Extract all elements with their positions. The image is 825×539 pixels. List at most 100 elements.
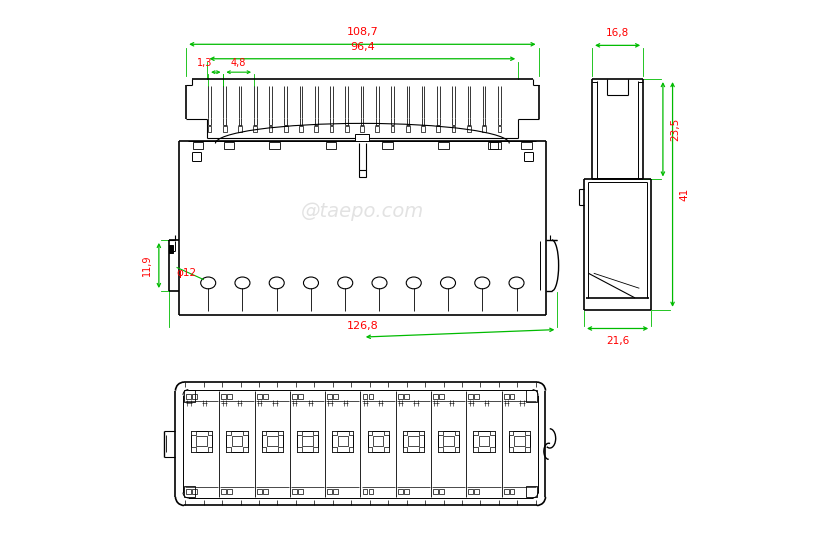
Text: 4,8: 4,8 [231, 58, 247, 68]
Text: φ12: φ12 [177, 268, 196, 279]
Bar [504, 489, 508, 494]
Bar [208, 431, 212, 435]
Bar [384, 431, 389, 435]
Bar [510, 489, 515, 494]
Text: 1,3: 1,3 [197, 58, 213, 68]
Bar [228, 394, 232, 399]
Bar [474, 431, 494, 452]
Bar [221, 489, 226, 494]
Bar [474, 394, 479, 399]
Bar [408, 436, 419, 446]
Bar [514, 436, 525, 446]
Bar [438, 431, 443, 435]
Bar [403, 489, 408, 494]
Bar [526, 486, 537, 497]
Bar [262, 431, 266, 435]
Bar [369, 394, 374, 399]
Bar [186, 394, 191, 399]
Bar [302, 436, 313, 446]
Bar [369, 489, 374, 494]
Bar [359, 170, 365, 177]
Bar [297, 447, 302, 452]
Bar [183, 486, 196, 497]
Bar [497, 126, 501, 132]
Bar [314, 431, 318, 435]
Bar [196, 436, 207, 446]
Bar [292, 394, 297, 399]
Bar [361, 126, 364, 132]
Bar [490, 431, 494, 435]
Bar [349, 447, 353, 452]
Bar [403, 431, 424, 452]
Bar [253, 126, 257, 132]
Text: 23,5: 23,5 [670, 118, 680, 141]
Bar [345, 126, 349, 132]
Bar [232, 436, 243, 446]
Bar [243, 447, 248, 452]
Bar [490, 447, 494, 452]
Text: 96,4: 96,4 [350, 43, 375, 52]
Bar [483, 126, 486, 132]
Bar [191, 447, 196, 452]
Bar [299, 126, 303, 132]
Bar [384, 447, 389, 452]
Bar [262, 394, 267, 399]
Bar [403, 431, 408, 435]
Bar [278, 431, 283, 435]
Bar [438, 447, 443, 452]
Bar [467, 126, 470, 132]
Bar [267, 436, 277, 446]
Text: 126,8: 126,8 [347, 321, 379, 330]
Bar [373, 436, 384, 446]
Bar [438, 142, 449, 149]
Bar [186, 489, 191, 494]
Bar [509, 431, 530, 452]
Bar [332, 447, 337, 452]
Bar [328, 394, 332, 399]
Text: 11,9: 11,9 [142, 255, 152, 276]
Bar [474, 489, 479, 494]
Bar [228, 489, 232, 494]
Bar [269, 126, 272, 132]
Bar [436, 126, 441, 132]
Bar [257, 489, 262, 494]
Bar [509, 447, 513, 452]
Text: 108,7: 108,7 [346, 27, 378, 37]
Bar [439, 394, 444, 399]
Bar [368, 447, 372, 452]
Bar [314, 447, 318, 452]
Text: 21,6: 21,6 [606, 336, 629, 346]
Bar [510, 394, 515, 399]
Bar [314, 126, 318, 132]
Bar [226, 431, 248, 452]
Bar [191, 431, 212, 452]
Bar [382, 142, 393, 149]
Bar [223, 126, 227, 132]
Bar [326, 142, 337, 149]
Bar [439, 489, 444, 494]
Bar [422, 126, 425, 132]
Bar [226, 431, 231, 435]
Text: 41: 41 [679, 188, 689, 201]
Bar [452, 126, 455, 132]
Bar [363, 394, 367, 399]
Text: @taepo.com: @taepo.com [301, 202, 424, 222]
Bar [333, 394, 338, 399]
Bar [398, 489, 403, 494]
Bar [328, 489, 332, 494]
Bar [419, 447, 424, 452]
Bar [433, 394, 438, 399]
Bar [238, 126, 242, 132]
Bar [455, 431, 460, 435]
Bar [298, 394, 303, 399]
Bar [349, 431, 353, 435]
Bar [356, 134, 370, 141]
Bar [490, 142, 501, 149]
Bar [262, 431, 283, 452]
Bar [208, 126, 211, 132]
Bar [243, 431, 248, 435]
Bar [504, 394, 508, 399]
Bar [226, 447, 231, 452]
Bar [368, 431, 372, 435]
Bar [521, 142, 532, 149]
